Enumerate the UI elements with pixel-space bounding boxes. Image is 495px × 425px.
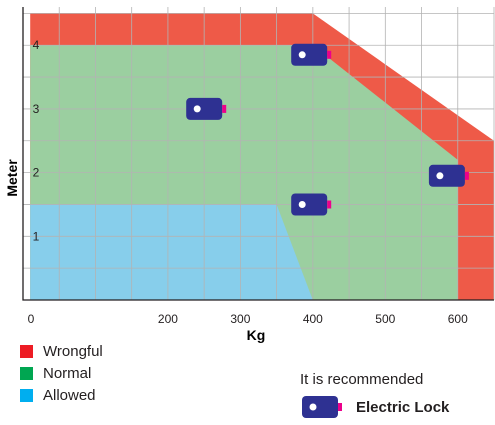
legend-label: Wrongful [43, 342, 103, 360]
legend-item-allowed: Allowed [20, 384, 103, 406]
x-tick-label: 200 [158, 312, 178, 326]
ticks-layer: 0 200 300 400 500 600 1 2 3 4 [28, 38, 468, 326]
region-allowed [30, 204, 313, 300]
x-tick-label: 0 [28, 312, 35, 326]
legend-item-wrongful: Wrongful [20, 340, 103, 362]
x-tick-label: 500 [375, 312, 395, 326]
x-tick-label: 600 [448, 312, 468, 326]
y-tick-label: 2 [33, 166, 40, 180]
recommendation: Electric Lock [302, 396, 449, 418]
recommendation-note: It is recommended [300, 371, 424, 388]
legend-swatch [20, 366, 33, 380]
regions-layer [30, 13, 494, 301]
electric-lock-marker [428, 164, 469, 187]
electric-lock-marker [291, 43, 332, 66]
legend-swatch [20, 388, 33, 402]
axis-frame [22, 7, 494, 301]
axes-layer [22, 7, 494, 301]
locks-layer [186, 43, 469, 216]
legend: Wrongful Normal Allowed [20, 340, 103, 406]
y-tick-label: 4 [33, 38, 40, 52]
x-tick-label: 300 [230, 312, 250, 326]
electric-lock-icon [302, 396, 342, 418]
y-axis-label: Meter [4, 159, 20, 197]
x-tick-label: 400 [303, 312, 323, 326]
electric-lock-marker [291, 193, 332, 216]
legend-label: Allowed [43, 386, 96, 404]
legend-swatch [20, 344, 33, 358]
recommendation-label: Electric Lock [356, 398, 450, 416]
x-axis-label: Kg [247, 327, 266, 343]
electric-lock-marker [186, 97, 227, 120]
legend-item-normal: Normal [20, 362, 103, 384]
y-tick-label: 1 [33, 229, 40, 243]
y-tick-label: 3 [33, 102, 40, 116]
legend-label: Normal [43, 364, 92, 382]
